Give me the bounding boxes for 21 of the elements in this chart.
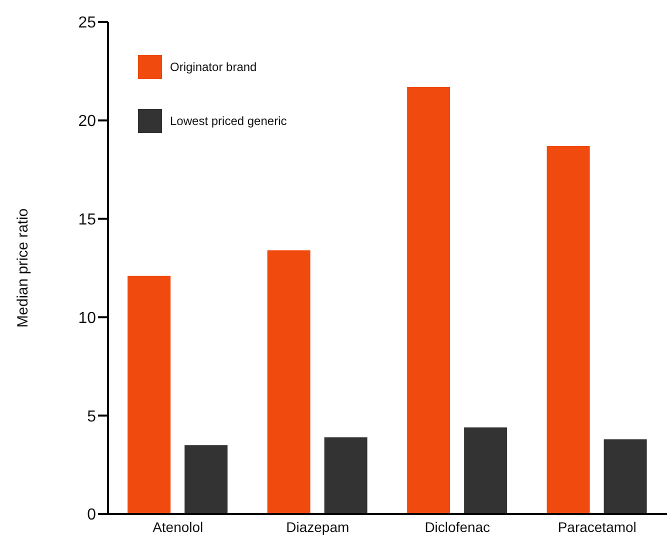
- bar: [604, 439, 647, 514]
- y-tick-label: 5: [87, 408, 96, 426]
- y-tick-label: 25: [78, 14, 96, 32]
- x-tick-label: Diazepam: [286, 518, 350, 535]
- y-axis-title: Median price ratio: [14, 208, 32, 328]
- bar: [324, 437, 368, 514]
- y-tick-label: 0: [87, 506, 96, 524]
- y-tick-label: 15: [78, 211, 96, 228]
- bar: [407, 86, 450, 514]
- x-tick-label: Atenolol: [152, 518, 204, 535]
- bar: [464, 427, 508, 514]
- y-tick-label: 20: [78, 113, 96, 130]
- bar: [546, 146, 590, 514]
- x-tick-label: Paracetamol: [558, 518, 636, 535]
- bar: [128, 276, 171, 514]
- legend-label: Originator brand: [170, 60, 257, 74]
- bar: [184, 445, 228, 514]
- x-tick-label: Diclofenac: [424, 518, 490, 535]
- bar: [267, 250, 310, 514]
- legend-label: Lowest priced generic: [170, 114, 287, 128]
- y-tick-label: 10: [78, 310, 96, 327]
